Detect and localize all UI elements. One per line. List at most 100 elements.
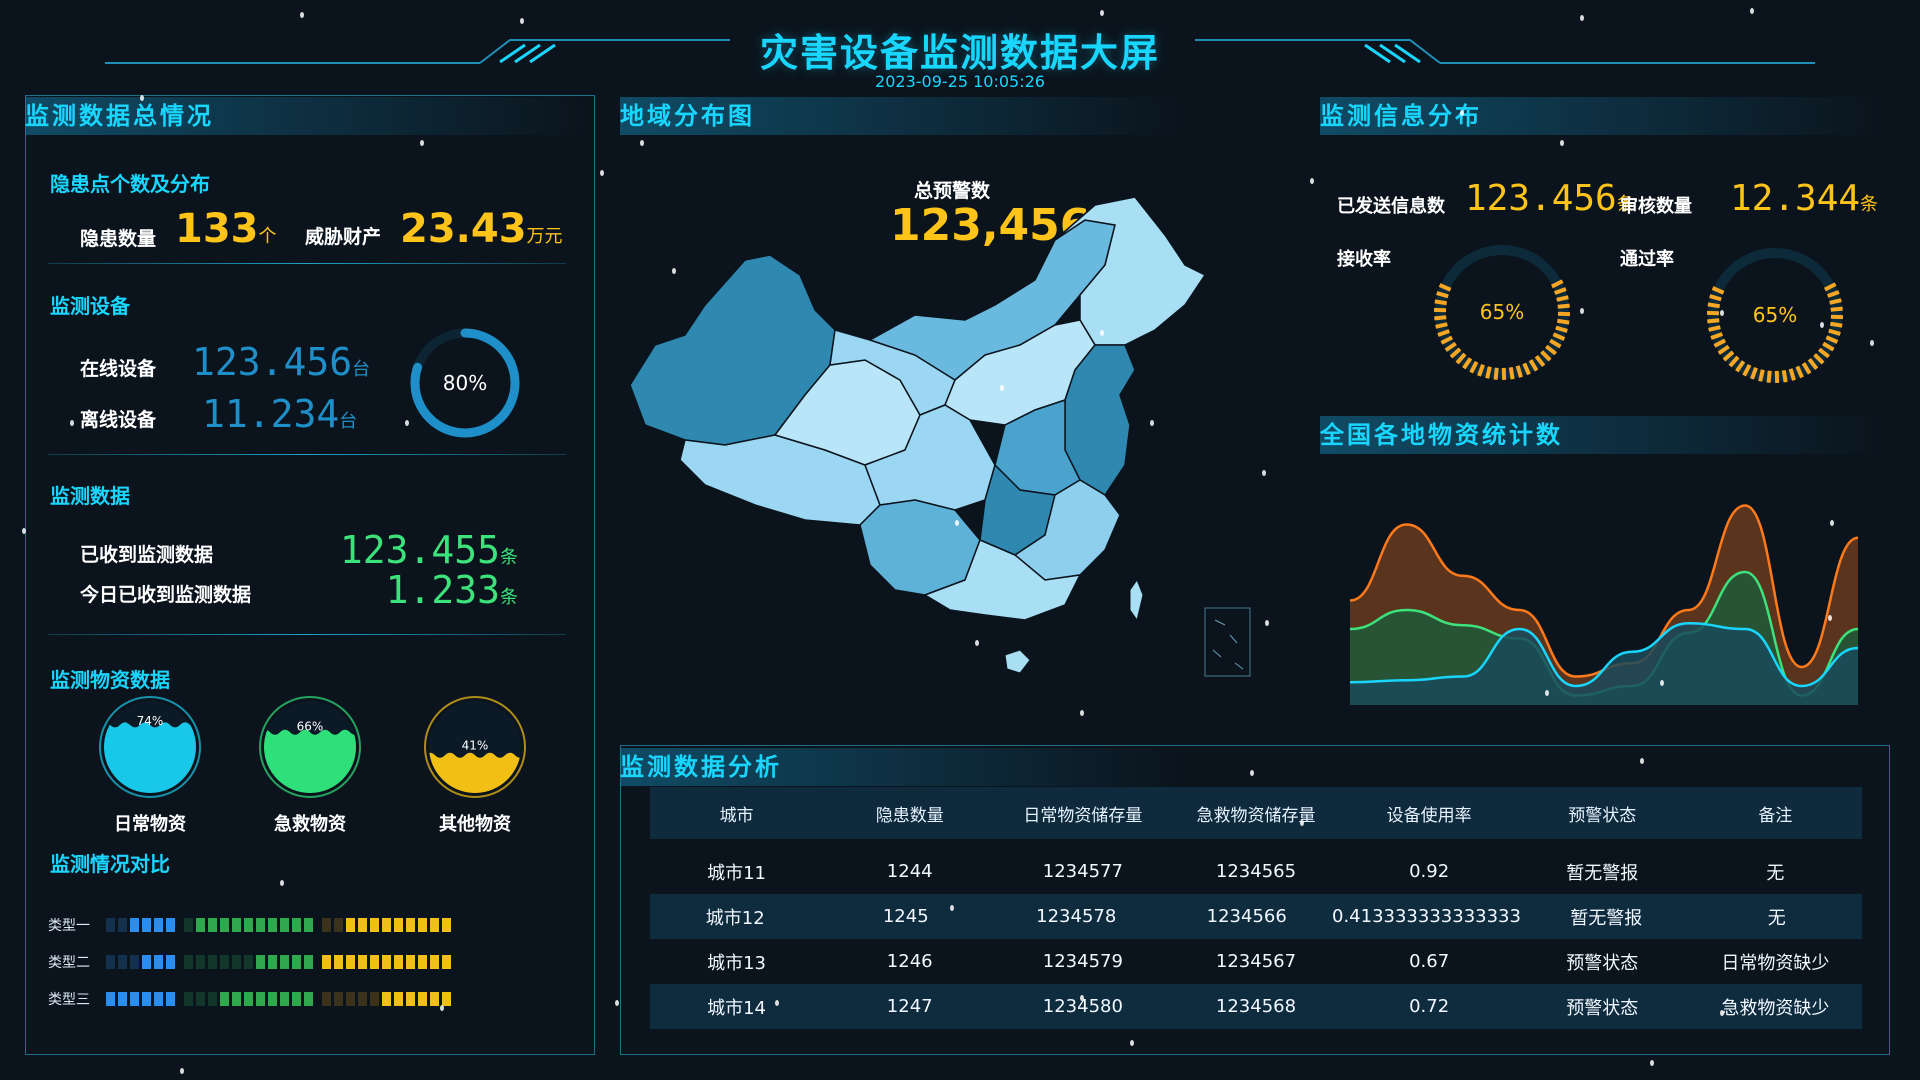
snowflake — [1130, 1040, 1134, 1046]
snowflake — [1100, 10, 1104, 16]
snowflake — [180, 1068, 184, 1074]
ring-tick — [1822, 341, 1835, 352]
asset-value: 23.43 — [400, 206, 527, 252]
ring-tick — [1829, 298, 1842, 305]
ring-tick — [1552, 332, 1566, 341]
snowflake — [1720, 1010, 1724, 1016]
snowflake — [975, 640, 979, 646]
today-data: 1.233条 — [386, 568, 518, 612]
ring-tick — [1557, 303, 1570, 309]
ring-tick — [1707, 302, 1721, 309]
series-line — [1349, 622, 1859, 688]
compare-bar-segment — [382, 992, 391, 1006]
supply-stats-chart — [1349, 504, 1859, 705]
table-header-cell: 日常物资储存量 — [1023, 805, 1143, 826]
online-label: 在线设备 — [80, 358, 157, 380]
ring-tick — [1781, 369, 1788, 383]
table-row[interactable]: 城市11 1244 1234577 1234565 0.92 暂无警报 无 — [650, 849, 1862, 894]
ring-tick — [1728, 355, 1740, 368]
table-row[interactable]: 城市13 1246 1234579 1234567 0.67 预警状态 日常物资缺少 — [650, 939, 1862, 984]
map-region-northeast — [1054, 196, 1207, 346]
offline-unit: 台 — [339, 411, 358, 432]
ring-tick — [1742, 363, 1752, 377]
table-header-cell: 城市 — [719, 805, 754, 826]
hazard-count: 133个 — [175, 206, 277, 252]
snowflake — [775, 1000, 779, 1006]
china-map — [629, 196, 1251, 677]
supply-percent: 41% — [462, 738, 489, 752]
compare-bar-segment — [220, 955, 229, 969]
ring-tick — [1485, 366, 1492, 379]
snowflake — [1250, 770, 1254, 776]
snowflake — [1870, 340, 1874, 346]
compare-bar-segment — [166, 955, 175, 969]
table-cell: 0.92 — [1409, 861, 1450, 882]
pass-rate-ring: 65% — [1706, 248, 1844, 384]
ring-tick — [1758, 369, 1765, 382]
snowflake — [1580, 308, 1584, 314]
divider — [48, 454, 566, 455]
compare-bar-segment — [346, 955, 355, 969]
table-cell: 日常物资缺少 — [1721, 952, 1830, 974]
ring-tick — [1735, 360, 1746, 373]
map-region-southeast — [1013, 479, 1121, 581]
snowflake — [1265, 620, 1269, 626]
compare-bar-segment — [304, 992, 313, 1006]
table-header-cell: 急救物资储存量 — [1196, 805, 1316, 826]
compare-bar-segment — [358, 992, 367, 1006]
compare-bar-segment — [322, 955, 331, 969]
stats-title: 全国各地物资统计数 — [1320, 416, 1880, 454]
supply-label: 急救物资 — [274, 814, 346, 835]
table-cell: 城市11 — [707, 862, 767, 884]
compare-bar-segment — [208, 918, 217, 932]
online-unit: 台 — [352, 359, 371, 380]
snowflake — [1300, 820, 1304, 826]
snowflake — [1000, 385, 1004, 391]
table-row[interactable]: 城市12 1245 1234578 1234566 0.413333333333333 暂… — [650, 894, 1862, 939]
ring-tick — [1711, 286, 1725, 295]
table-row[interactable]: 城市14 1247 1234580 1234568 0.72 预警状态 急救物资缺少 — [650, 984, 1862, 1029]
compare-bar-segment — [106, 955, 115, 969]
review-info: 12.344条 — [1730, 178, 1878, 219]
compare-bar-segment — [232, 918, 241, 932]
offline-value: 11.234 — [202, 392, 340, 436]
compare-bar-segment — [346, 992, 355, 1006]
compare-bar-segment — [130, 918, 139, 932]
ring-tick — [1522, 362, 1531, 376]
compare-bar-segment — [196, 955, 205, 969]
snowflake — [615, 1000, 619, 1006]
compare-bar-segment — [184, 992, 193, 1006]
table-row[interactable]: 城市151248123458112345691紧急状态物资急缺 — [650, 1029, 1862, 1040]
snowflake — [1750, 8, 1754, 14]
table-cell: 城市14 — [707, 997, 767, 1019]
map-region-hainan — [1004, 649, 1031, 674]
ring-tick — [1469, 360, 1479, 374]
compare-bar-segment — [268, 955, 277, 969]
table-cell: 暂无警报 — [1570, 907, 1643, 929]
table-cell: 1234578 — [1036, 906, 1117, 927]
series-area — [1350, 623, 1858, 705]
snowflake — [1720, 310, 1724, 316]
table-cell: 1234567 — [1215, 951, 1297, 972]
compare-bar-segment — [208, 955, 217, 969]
south-sea-inset — [1204, 607, 1251, 677]
compare-bar-segment — [196, 918, 205, 932]
table-cell: 城市15 — [650, 1039, 823, 1041]
compare-row: 类型一 — [48, 915, 460, 935]
snowflake — [1262, 470, 1266, 476]
snowflake — [440, 1005, 444, 1011]
ring-tick — [1813, 353, 1825, 365]
hazard-count-value: 133 — [175, 206, 259, 252]
sent-label: 已发送信息数 — [1337, 196, 1445, 217]
ring-tick — [1444, 341, 1457, 352]
recv-label: 接收率 — [1337, 249, 1391, 270]
supply-fill — [264, 729, 356, 793]
compare-bar-segment — [442, 955, 451, 969]
table-cell: 0.72 — [1409, 996, 1450, 1017]
table-cell: 物资急缺 — [1689, 1039, 1862, 1041]
map-region-south — [923, 539, 1082, 621]
compare-bar-segment — [382, 918, 391, 932]
compare-bar-segment — [406, 992, 415, 1006]
table-cell: 1244 — [886, 861, 933, 882]
device-ratio-ring: 80% — [410, 328, 520, 438]
